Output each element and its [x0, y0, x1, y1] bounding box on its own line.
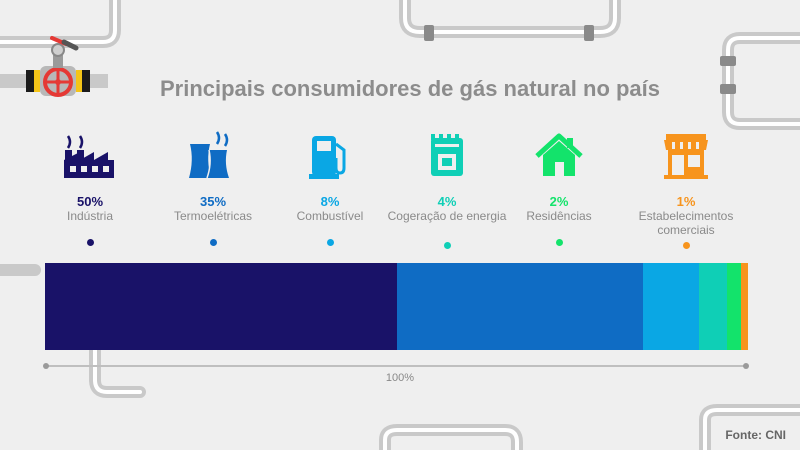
value-label: 2% — [549, 194, 569, 209]
scale-end-right — [743, 363, 749, 369]
valve-icon — [0, 36, 108, 97]
bar-segment-6 — [740, 263, 748, 350]
cogeneration-icon — [431, 134, 463, 176]
factory-icon — [64, 135, 114, 178]
legend-dot — [86, 239, 94, 246]
legend-dot — [326, 239, 334, 246]
category-label: Combustível — [296, 209, 364, 223]
legend-dot — [443, 242, 451, 249]
legend-dot — [209, 239, 217, 246]
value-label: 35% — [199, 194, 227, 209]
house-icon — [535, 133, 583, 176]
category-cogeracao: 4% Cogeração de energia — [382, 130, 512, 223]
bar-segment-4 — [698, 263, 727, 350]
category-residencias: 2% Residências — [494, 130, 624, 223]
storefront-icon — [664, 134, 708, 179]
category-termoeletricas: 35% Termoelétricas — [148, 130, 278, 223]
value-label: 8% — [320, 194, 340, 209]
source-note: Fonte: CNI — [725, 428, 786, 442]
category-label: Cogeração de energia — [387, 209, 507, 223]
value-label: 50% — [76, 194, 104, 209]
category-label: Termoelétricas — [173, 209, 253, 223]
bar-segment-2 — [396, 263, 643, 350]
legend-dot — [682, 242, 690, 249]
chart-title: Principais consumidores de gás natural n… — [159, 76, 661, 101]
value-label: 1% — [676, 194, 696, 209]
bar-segment-1 — [45, 263, 397, 350]
total-scale-line — [43, 363, 749, 369]
category-label: Indústria — [66, 209, 114, 223]
power-plant-icon — [189, 131, 229, 179]
category-estabelecimentos: 1% Estabelecimentos comerciais — [621, 130, 751, 237]
legend-dot — [555, 239, 563, 246]
category-label: Residências — [526, 209, 592, 223]
category-label: Estabelecimentos comerciais — [638, 209, 734, 237]
bar-segment-3 — [642, 263, 699, 350]
total-label: 100% — [385, 372, 415, 384]
fuel-pump-icon — [309, 136, 346, 179]
scale-end-left — [43, 363, 49, 369]
category-industria: 50% Indústria — [25, 130, 155, 223]
category-combustivel: 8% Combustível — [265, 130, 395, 223]
bar-segment-5 — [726, 263, 741, 350]
value-label: 4% — [437, 194, 457, 209]
